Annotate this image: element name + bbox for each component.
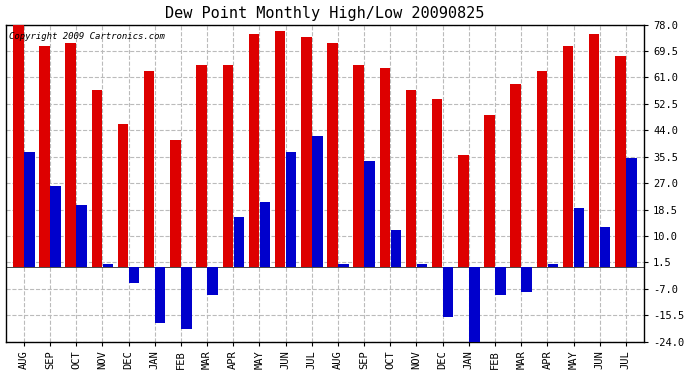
Bar	[626, 158, 637, 267]
Bar	[233, 217, 244, 267]
Title: Dew Point Monthly High/Low 20090825: Dew Point Monthly High/Low 20090825	[165, 6, 484, 21]
Bar	[484, 115, 495, 267]
Bar	[248, 34, 259, 267]
Bar	[548, 264, 558, 267]
Bar	[24, 152, 34, 267]
Bar	[589, 34, 600, 267]
Bar	[469, 267, 480, 342]
Bar	[39, 46, 50, 267]
Bar	[155, 267, 166, 323]
Bar	[615, 56, 626, 267]
Bar	[312, 136, 322, 267]
Bar	[170, 140, 181, 267]
Bar	[522, 267, 532, 292]
Bar	[380, 68, 390, 267]
Bar	[432, 99, 442, 267]
Bar	[338, 264, 348, 267]
Bar	[391, 230, 401, 267]
Bar	[208, 267, 218, 295]
Bar	[118, 124, 128, 267]
Bar	[443, 267, 453, 317]
Bar	[259, 202, 270, 267]
Bar	[103, 264, 113, 267]
Bar	[511, 84, 521, 267]
Bar	[563, 46, 573, 267]
Bar	[181, 267, 192, 329]
Bar	[417, 264, 427, 267]
Bar	[301, 37, 311, 267]
Bar	[353, 65, 364, 267]
Bar	[286, 152, 296, 267]
Bar	[66, 43, 76, 267]
Bar	[50, 186, 61, 267]
Bar	[223, 65, 233, 267]
Text: Copyright 2009 Cartronics.com: Copyright 2009 Cartronics.com	[9, 32, 165, 41]
Bar	[458, 155, 469, 267]
Bar	[144, 71, 155, 267]
Bar	[574, 208, 584, 267]
Bar	[197, 65, 207, 267]
Bar	[495, 267, 506, 295]
Bar	[275, 31, 286, 267]
Bar	[537, 71, 547, 267]
Bar	[327, 43, 337, 267]
Bar	[406, 90, 416, 267]
Bar	[92, 90, 102, 267]
Bar	[77, 205, 87, 267]
Bar	[600, 226, 611, 267]
Bar	[364, 161, 375, 267]
Bar	[129, 267, 139, 283]
Bar	[13, 24, 23, 267]
